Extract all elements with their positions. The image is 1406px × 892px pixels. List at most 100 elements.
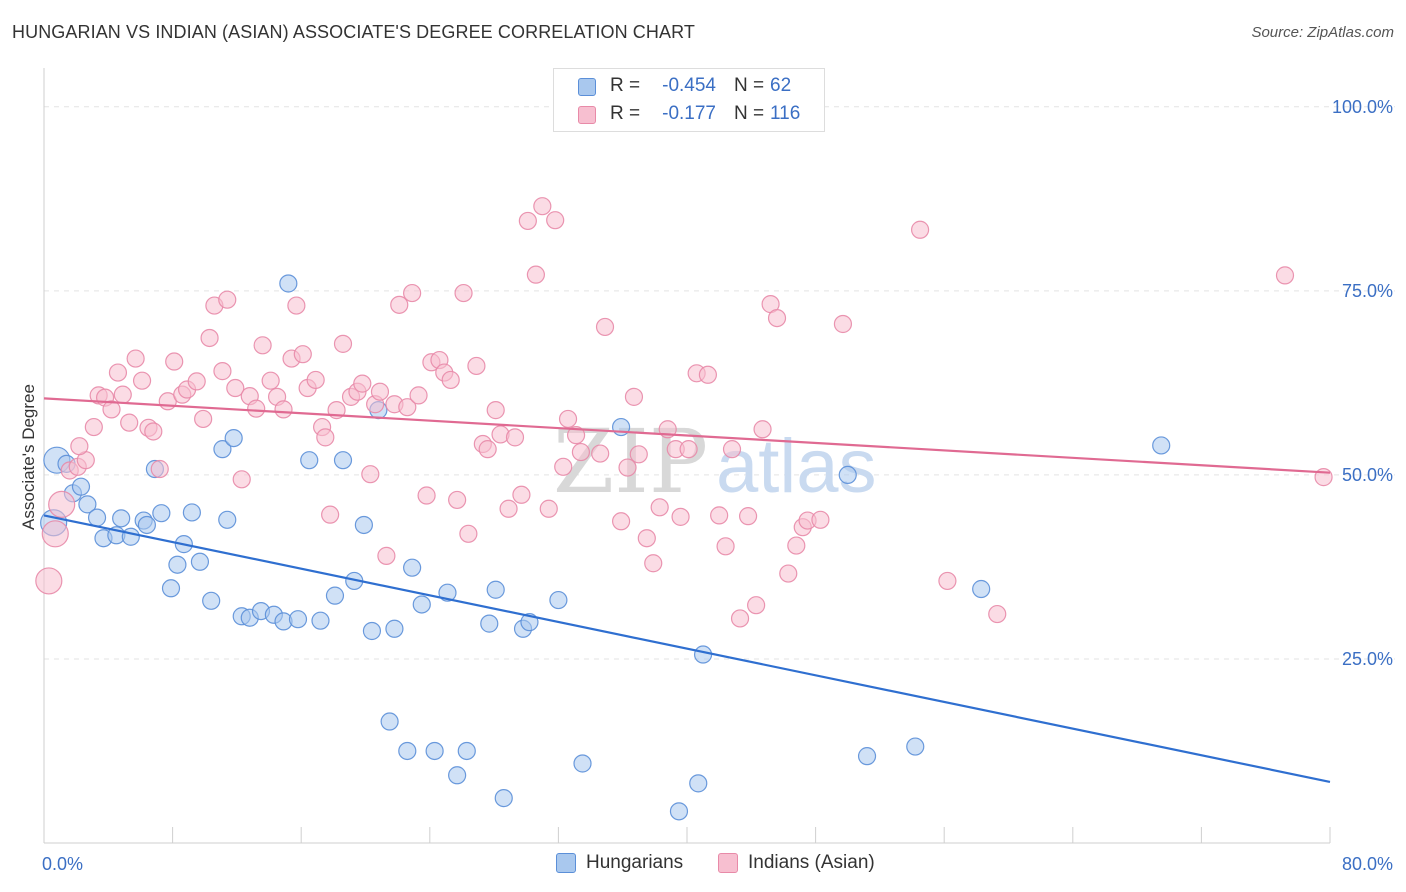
hungarian-point	[168, 555, 187, 574]
source-label: Source: ZipAtlas.com	[1251, 24, 1394, 41]
indian-point	[629, 445, 648, 464]
stats-row-indians: R = -0.177 N = 116	[554, 101, 824, 129]
n-label: N =	[734, 103, 765, 124]
hungarian-point	[333, 451, 353, 470]
n-label: N =	[734, 75, 765, 96]
hungarian-point	[669, 802, 689, 821]
hungarian-point	[362, 621, 382, 641]
indian-point	[467, 356, 486, 376]
indian-point	[144, 422, 163, 441]
indian-point	[70, 437, 89, 456]
y-axis-label: Associate's Degree	[19, 384, 38, 530]
watermark-atlas: atlas	[716, 424, 877, 509]
indian-point	[679, 440, 698, 459]
hungarian-point	[425, 741, 444, 761]
y-tick-label: 25.0%	[1342, 649, 1393, 669]
indian-point	[833, 314, 853, 334]
indian-point	[417, 486, 436, 505]
indian-point	[571, 442, 591, 462]
indian-point	[716, 537, 735, 556]
chart-title: HUNGARIAN VS INDIAN (ASIAN) ASSOCIATE'S …	[12, 22, 695, 42]
hungarian-point	[972, 579, 991, 599]
indian-point	[213, 362, 232, 381]
indian-point	[247, 399, 266, 418]
y-tick-label: 100.0%	[1332, 97, 1393, 117]
indian-point	[377, 546, 396, 565]
stats-box: R = -0.454 N = 62 R = -0.177 N = 116	[553, 68, 825, 132]
hungarian-point	[573, 754, 592, 773]
indian-point	[84, 417, 103, 437]
indian-point	[591, 444, 610, 463]
indian-point	[747, 596, 766, 615]
indian-point	[316, 428, 335, 447]
indian-point	[767, 308, 787, 328]
hungarian-point	[300, 451, 319, 470]
indian-point	[518, 211, 537, 231]
n-value: 62	[770, 75, 792, 96]
indian-point	[306, 370, 325, 390]
hungarian-point	[279, 274, 298, 293]
hungarian-point	[112, 509, 131, 528]
hungarian-point	[311, 611, 330, 630]
indian-point	[113, 385, 132, 404]
hungarian-point	[403, 558, 422, 577]
indian-point	[486, 401, 505, 420]
indian-point	[546, 211, 565, 230]
indian-point	[48, 490, 76, 518]
indian-point	[226, 378, 245, 398]
hungarian-point	[380, 712, 399, 731]
hungarian-point	[202, 591, 221, 610]
indian-point	[333, 334, 353, 353]
indian-point	[454, 283, 473, 303]
indian-point	[811, 510, 830, 529]
indian-point	[554, 457, 573, 476]
indian-point	[398, 398, 417, 417]
legend-label: Hungarians	[586, 852, 684, 873]
indian-point	[650, 498, 669, 517]
indian-point	[361, 465, 380, 484]
hungarian-point	[161, 579, 181, 598]
hungarians-swatch	[578, 78, 596, 96]
indian-point	[753, 420, 772, 439]
indian-point	[218, 290, 237, 309]
indian-point	[126, 349, 145, 368]
indian-point	[459, 524, 478, 543]
hungarian-point	[354, 515, 373, 535]
indian-point	[637, 529, 656, 548]
indian-point	[478, 440, 497, 459]
hungarian-point	[398, 741, 417, 761]
indian-point	[618, 458, 637, 477]
indian-point	[403, 283, 422, 303]
x-tick-label: 80.0%	[1342, 854, 1393, 874]
indian-point	[370, 382, 390, 401]
indian-point	[779, 564, 798, 583]
hungarian-point	[448, 766, 467, 785]
indian-point	[353, 374, 372, 393]
legend-label: Indians (Asian)	[748, 852, 875, 873]
indian-point	[41, 520, 69, 548]
x-tick-label: 0.0%	[42, 854, 83, 874]
trend-lines	[43, 397, 1331, 783]
r-label: R =	[610, 75, 641, 96]
hungarian-point	[71, 477, 91, 496]
r-value: -0.454	[662, 75, 716, 96]
hungarian-point	[218, 510, 237, 529]
indian-point	[533, 197, 552, 216]
hungarian-point	[213, 440, 232, 459]
hungarian-point	[906, 737, 925, 756]
axes	[43, 68, 1331, 844]
indian-point	[512, 485, 531, 504]
indian-point	[287, 296, 306, 315]
indian-point	[261, 371, 280, 390]
indian-point	[505, 428, 525, 447]
indian-point	[787, 536, 806, 555]
indian-point	[988, 604, 1007, 624]
indian-point	[722, 440, 742, 459]
hungarian-point	[1152, 436, 1171, 455]
indian-point	[132, 371, 152, 390]
indian-point	[293, 345, 312, 364]
stats-row-hungarians: R = -0.454 N = 62	[554, 73, 824, 101]
hungarian-point	[412, 595, 431, 614]
hungarian-point	[78, 495, 97, 514]
